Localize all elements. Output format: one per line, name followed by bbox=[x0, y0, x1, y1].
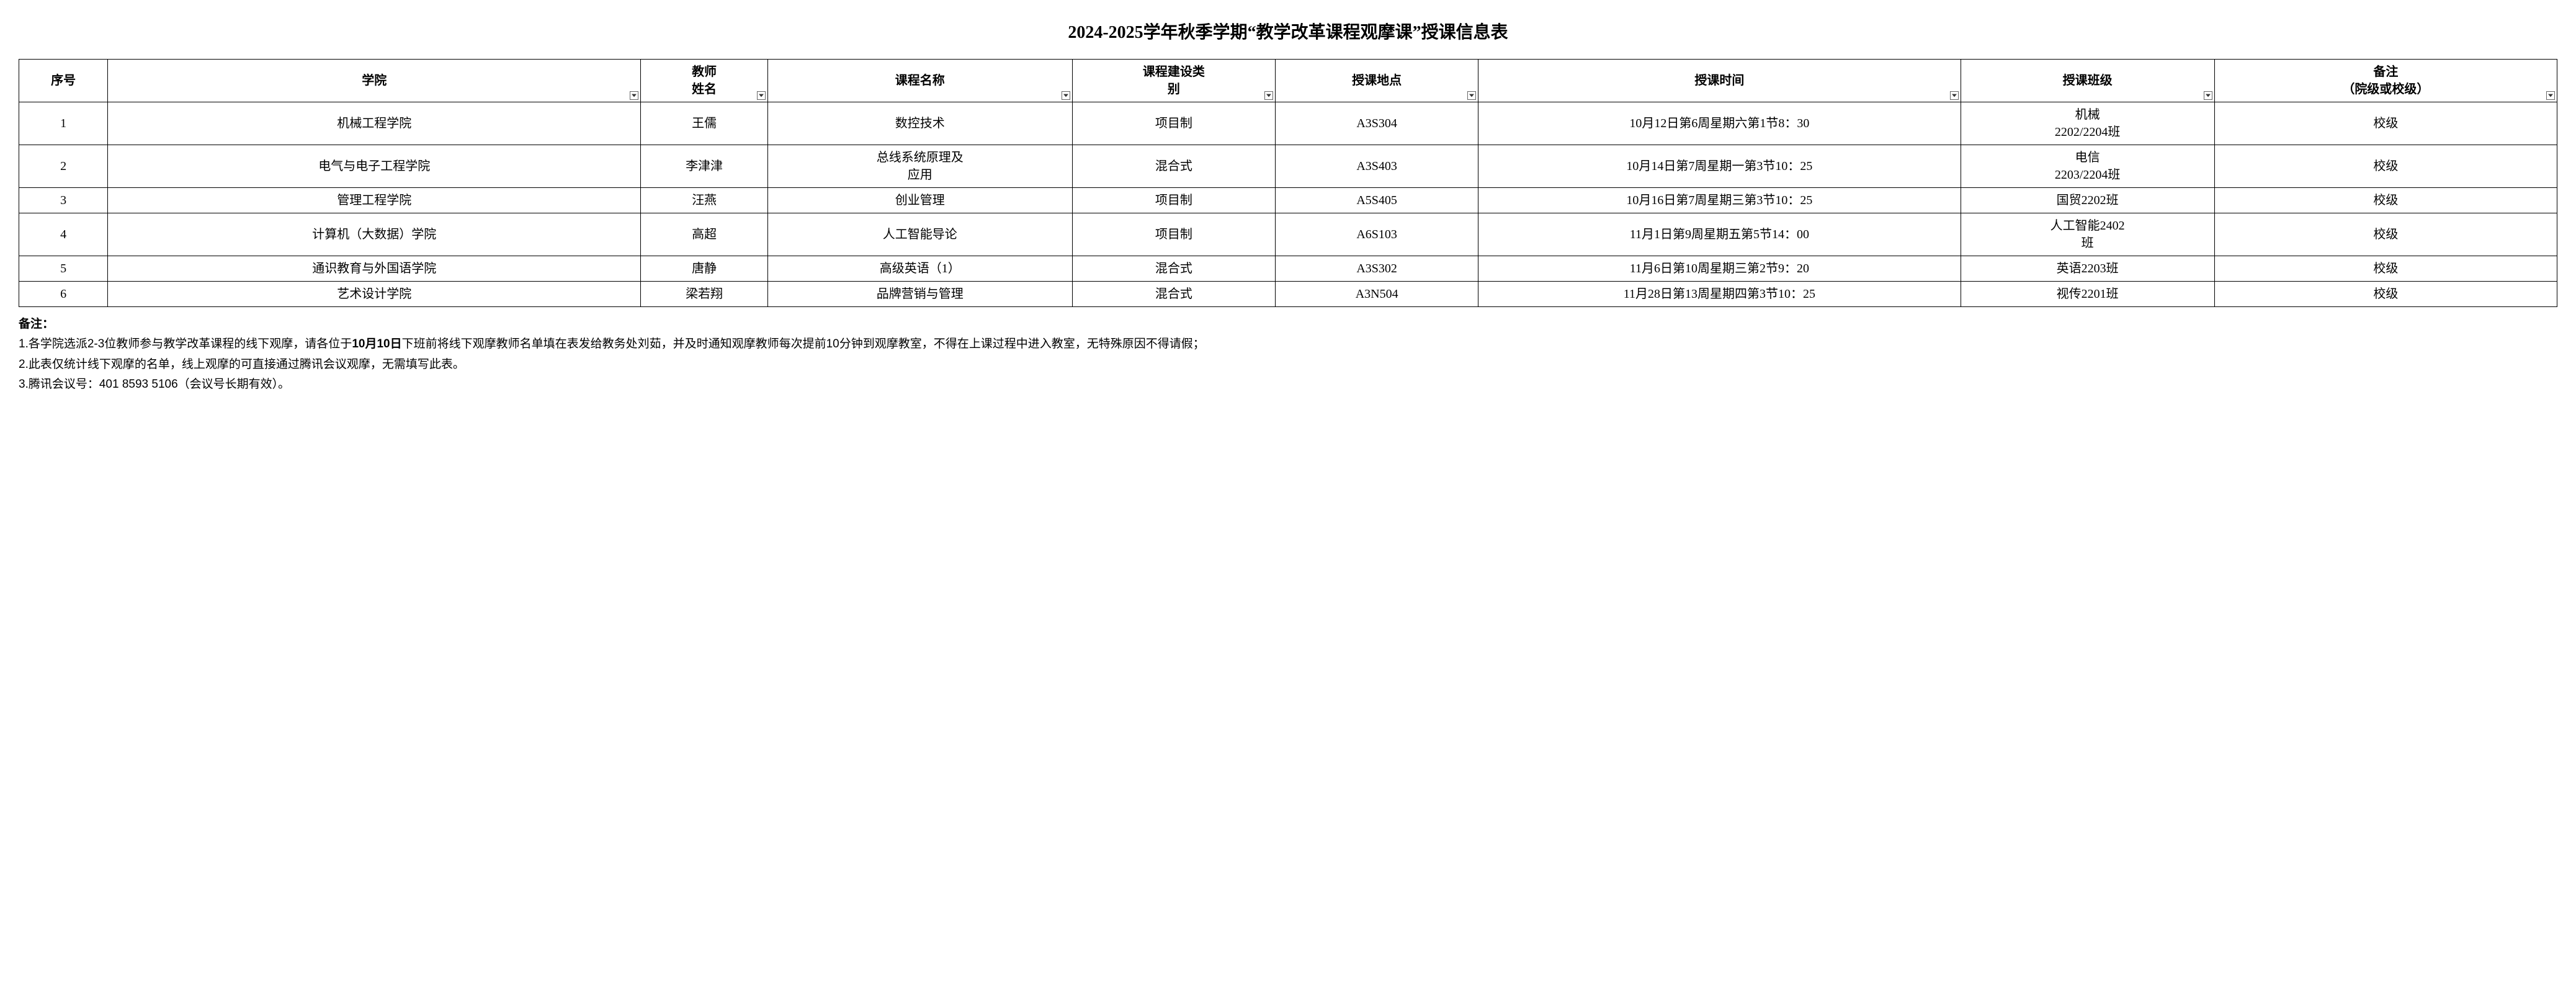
cell-teacher: 李津津 bbox=[641, 145, 768, 188]
cell-location: A3S302 bbox=[1276, 256, 1478, 282]
col-header-type[interactable]: 课程建设类别 bbox=[1072, 60, 1275, 102]
table-row: 3管理工程学院汪燕创业管理项目制A5S40510月16日第7周星期三第3节10：… bbox=[19, 188, 2557, 213]
cell-type: 项目制 bbox=[1072, 213, 1275, 256]
cell-note: 校级 bbox=[2214, 282, 2557, 307]
cell-course: 高级英语（1） bbox=[767, 256, 1072, 282]
cell-seq: 3 bbox=[19, 188, 108, 213]
col-header-teacher[interactable]: 教师姓名 bbox=[641, 60, 768, 102]
footnote-line-1: 1.各学院选派2-3位教师参与教学改革课程的线下观摩，请各位于10月10日下班前… bbox=[19, 334, 2557, 354]
cell-type: 混合式 bbox=[1072, 145, 1275, 188]
cell-teacher: 高超 bbox=[641, 213, 768, 256]
cell-location: A5S405 bbox=[1276, 188, 1478, 213]
table-header-row: 序号 学院 教师姓名 课程名称 课程建设类别 授课地点 授课时间 授课班级 备注… bbox=[19, 60, 2557, 102]
cell-location: A3S403 bbox=[1276, 145, 1478, 188]
cell-seq: 5 bbox=[19, 256, 108, 282]
cell-class: 英语2203班 bbox=[1961, 256, 2214, 282]
cell-time: 11月1日第9周星期五第5节14：00 bbox=[1478, 213, 1961, 256]
cell-course: 人工智能导论 bbox=[767, 213, 1072, 256]
cell-college: 通识教育与外国语学院 bbox=[108, 256, 641, 282]
cell-seq: 4 bbox=[19, 213, 108, 256]
cell-college: 计算机（大数据）学院 bbox=[108, 213, 641, 256]
footnote-label: 备注： bbox=[19, 318, 54, 331]
filter-dropdown-icon[interactable] bbox=[2204, 91, 2212, 100]
cell-teacher: 梁若翔 bbox=[641, 282, 768, 307]
cell-class: 人工智能2402班 bbox=[1961, 213, 2214, 256]
filter-dropdown-icon[interactable] bbox=[1264, 91, 1273, 100]
col-header-course[interactable]: 课程名称 bbox=[767, 60, 1072, 102]
col-header-time[interactable]: 授课时间 bbox=[1478, 60, 1961, 102]
cell-course: 总线系统原理及应用 bbox=[767, 145, 1072, 188]
footnote-line-2: 2.此表仅统计线下观摩的名单，线上观摩的可直接通过腾讯会议观摩，无需填写此表。 bbox=[19, 355, 2557, 375]
cell-teacher: 汪燕 bbox=[641, 188, 768, 213]
cell-note: 校级 bbox=[2214, 213, 2557, 256]
cell-college: 电气与电子工程学院 bbox=[108, 145, 641, 188]
filter-dropdown-icon[interactable] bbox=[1467, 91, 1476, 100]
cell-type: 项目制 bbox=[1072, 102, 1275, 145]
cell-class: 机械2202/2204班 bbox=[1961, 102, 2214, 145]
cell-seq: 2 bbox=[19, 145, 108, 188]
filter-dropdown-icon[interactable] bbox=[1950, 91, 1959, 100]
table-row: 2电气与电子工程学院李津津总线系统原理及应用混合式A3S40310月14日第7周… bbox=[19, 145, 2557, 188]
cell-course: 品牌营销与管理 bbox=[767, 282, 1072, 307]
cell-location: A3S304 bbox=[1276, 102, 1478, 145]
cell-college: 机械工程学院 bbox=[108, 102, 641, 145]
cell-note: 校级 bbox=[2214, 145, 2557, 188]
cell-college: 管理工程学院 bbox=[108, 188, 641, 213]
filter-dropdown-icon[interactable] bbox=[2546, 91, 2555, 100]
footnote-line-3: 3.腾讯会议号：401 8593 5106（会议号长期有效）。 bbox=[19, 375, 2557, 395]
cell-time: 10月14日第7周星期一第3节10：25 bbox=[1478, 145, 1961, 188]
cell-course: 创业管理 bbox=[767, 188, 1072, 213]
col-header-seq[interactable]: 序号 bbox=[19, 60, 108, 102]
table-body: 1机械工程学院王儒数控技术项目制A3S30410月12日第6周星期六第1节8：3… bbox=[19, 102, 2557, 307]
cell-seq: 6 bbox=[19, 282, 108, 307]
cell-teacher: 王儒 bbox=[641, 102, 768, 145]
col-header-class[interactable]: 授课班级 bbox=[1961, 60, 2214, 102]
cell-college: 艺术设计学院 bbox=[108, 282, 641, 307]
cell-class: 电信2203/2204班 bbox=[1961, 145, 2214, 188]
cell-class: 视传2201班 bbox=[1961, 282, 2214, 307]
cell-type: 混合式 bbox=[1072, 256, 1275, 282]
cell-note: 校级 bbox=[2214, 102, 2557, 145]
cell-course: 数控技术 bbox=[767, 102, 1072, 145]
cell-time: 10月12日第6周星期六第1节8：30 bbox=[1478, 102, 1961, 145]
cell-time: 10月16日第7周星期三第3节10：25 bbox=[1478, 188, 1961, 213]
cell-time: 11月6日第10周星期三第2节9：20 bbox=[1478, 256, 1961, 282]
schedule-table: 序号 学院 教师姓名 课程名称 课程建设类别 授课地点 授课时间 授课班级 备注… bbox=[19, 59, 2557, 307]
cell-class: 国贸2202班 bbox=[1961, 188, 2214, 213]
table-row: 1机械工程学院王儒数控技术项目制A3S30410月12日第6周星期六第1节8：3… bbox=[19, 102, 2557, 145]
filter-dropdown-icon[interactable] bbox=[630, 91, 638, 100]
cell-type: 项目制 bbox=[1072, 188, 1275, 213]
table-row: 5通识教育与外国语学院唐静高级英语（1）混合式A3S30211月6日第10周星期… bbox=[19, 256, 2557, 282]
filter-dropdown-icon[interactable] bbox=[1062, 91, 1070, 100]
cell-time: 11月28日第13周星期四第3节10：25 bbox=[1478, 282, 1961, 307]
cell-type: 混合式 bbox=[1072, 282, 1275, 307]
cell-location: A3N504 bbox=[1276, 282, 1478, 307]
footnotes: 备注： 1.各学院选派2-3位教师参与教学改革课程的线下观摩，请各位于10月10… bbox=[19, 315, 2557, 395]
cell-teacher: 唐静 bbox=[641, 256, 768, 282]
col-header-location[interactable]: 授课地点 bbox=[1276, 60, 1478, 102]
cell-location: A6S103 bbox=[1276, 213, 1478, 256]
table-row: 6艺术设计学院梁若翔品牌营销与管理混合式A3N50411月28日第13周星期四第… bbox=[19, 282, 2557, 307]
table-row: 4计算机（大数据）学院高超人工智能导论项目制A6S10311月1日第9周星期五第… bbox=[19, 213, 2557, 256]
page-title: 2024-2025学年秋季学期“教学改革课程观摩课”授课信息表 bbox=[19, 19, 2557, 43]
cell-seq: 1 bbox=[19, 102, 108, 145]
filter-dropdown-icon[interactable] bbox=[757, 91, 766, 100]
cell-note: 校级 bbox=[2214, 188, 2557, 213]
col-header-note[interactable]: 备注（院级或校级） bbox=[2214, 60, 2557, 102]
col-header-college[interactable]: 学院 bbox=[108, 60, 641, 102]
cell-note: 校级 bbox=[2214, 256, 2557, 282]
